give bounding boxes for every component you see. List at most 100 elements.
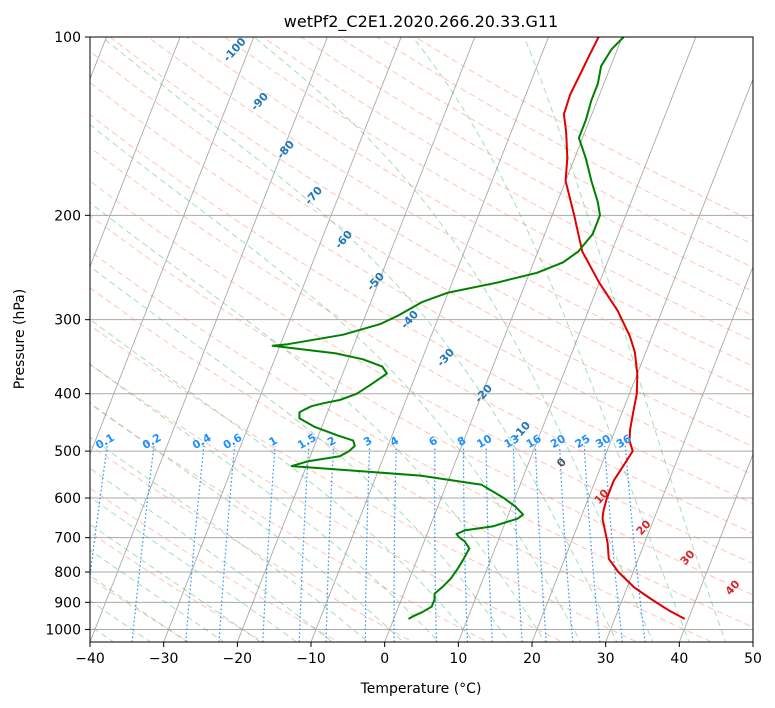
mixing-ratio-labels: 0.1 0.2 0.4 0.6 1 1.5 2 3 4 6 8 10 13 16 20 25 30 36 xyxy=(93,431,634,452)
moist-adiabat-lines xyxy=(90,37,727,642)
isotherm-line xyxy=(531,77,753,642)
moist-adiabat-line xyxy=(90,202,546,642)
moist-adiabat-line xyxy=(90,496,298,642)
dry-adiabat-lines xyxy=(90,37,753,642)
moist-adiabat-line xyxy=(90,523,262,642)
mixing-ratio-line xyxy=(364,445,371,642)
isotherm-lines xyxy=(90,37,753,642)
isotherm-label: -40 xyxy=(398,308,421,332)
y-tick-label: 100 xyxy=(54,30,81,46)
isotherm-label: -50 xyxy=(364,270,387,294)
dry-adiabat-line xyxy=(109,37,753,420)
mixing-ratio-line xyxy=(393,445,397,642)
dry-adiabat-line xyxy=(90,324,639,642)
plot-frame xyxy=(89,36,754,643)
x-tick-label: 20 xyxy=(523,651,541,667)
isotherm-label: -90 xyxy=(248,90,271,114)
mixing-ratio-label: 4 xyxy=(388,434,401,449)
plot-area: -100-90-80-70-60-50-40-30-20-10010203040… xyxy=(90,37,753,642)
mixing-ratio-label: 10 xyxy=(475,432,495,451)
mixing-ratio-line xyxy=(583,445,601,642)
isotherm-line xyxy=(384,37,623,642)
isotherm-label: 0 xyxy=(554,455,569,470)
mixing-ratio-line xyxy=(185,445,205,642)
y-tick-label: 600 xyxy=(54,491,81,507)
x-tick-label: −30 xyxy=(149,651,179,667)
mixing-ratio-label: 20 xyxy=(548,432,568,451)
dry-adiabat-line xyxy=(90,531,265,642)
mixing-ratio-label: 2 xyxy=(325,434,338,449)
x-tick-label: −10 xyxy=(296,651,326,667)
y-tick-label: 700 xyxy=(54,531,81,547)
y-axis-ticks: 100 200 300 400 500 600 700 800 900 1000 xyxy=(45,30,90,638)
y-tick-label: 1000 xyxy=(45,622,81,638)
mixing-ratio-label: 1.5 xyxy=(295,431,318,452)
x-tick-label: −20 xyxy=(223,651,253,667)
profile-series xyxy=(271,37,686,620)
mixing-ratio-line xyxy=(485,445,493,642)
y-tick-label: 800 xyxy=(54,565,81,581)
isotherm-line xyxy=(163,37,402,642)
dry-adiabat-line xyxy=(300,37,753,292)
isotherm-line xyxy=(90,37,328,642)
isotherm-label: -80 xyxy=(274,138,297,162)
isotherm-line xyxy=(236,37,476,642)
mixing-ratio-line xyxy=(624,445,646,642)
x-tick-label: 0 xyxy=(380,651,389,667)
isotherm-label: -30 xyxy=(434,346,457,370)
moist-adiabat-line xyxy=(253,37,654,642)
mixing-ratio-label: 16 xyxy=(524,432,544,451)
mixing-ratio-label: 0.6 xyxy=(221,431,245,452)
dry-adiabat-line xyxy=(90,250,753,628)
moist-adiabat-line xyxy=(90,575,189,642)
chart-title: wetPf2_C2E1.2020.266.20.33.G11 xyxy=(284,12,558,32)
isotherm-label: 10 xyxy=(592,486,612,506)
dry-adiabat-line xyxy=(147,37,753,393)
dry-adiabat-line xyxy=(90,215,753,596)
dry-adiabat-line xyxy=(223,37,753,342)
mixing-ratio-label: 0.4 xyxy=(190,431,214,452)
moist-adiabat-line xyxy=(90,402,404,642)
mixing-ratio-line xyxy=(512,445,523,642)
isotherm-line xyxy=(90,37,255,456)
dry-adiabat-line xyxy=(90,180,753,565)
mixing-ratio-line xyxy=(131,445,155,642)
mixing-ratio-label: 25 xyxy=(573,432,593,451)
mixing-ratio-label: 0.2 xyxy=(140,431,163,452)
mixing-ratio-line xyxy=(262,445,276,642)
isotherm-line xyxy=(90,37,181,268)
dry-adiabat-line xyxy=(90,114,753,505)
moist-adiabat-line xyxy=(90,265,511,642)
mixing-ratio-line xyxy=(218,445,236,642)
dry-adiabat-line xyxy=(90,146,753,534)
x-tick-label: 40 xyxy=(670,651,688,667)
mixing-ratio-line xyxy=(559,445,574,642)
mixing-ratio-label: 0.1 xyxy=(93,431,116,452)
isotherm-label: -70 xyxy=(302,184,325,208)
moist-adiabat-line xyxy=(90,124,582,642)
dry-adiabat-line xyxy=(90,577,190,642)
x-axis-label: Temperature (°C) xyxy=(360,681,482,697)
y-axis-label: Pressure (hPa) xyxy=(12,289,28,389)
isotherm-label: 40 xyxy=(723,577,743,597)
dry-adiabat-line xyxy=(261,37,753,317)
mixing-ratio-label: 6 xyxy=(427,434,440,449)
mixing-ratio-line xyxy=(434,445,438,642)
x-tick-label: 50 xyxy=(744,651,762,667)
y-tick-label: 200 xyxy=(54,208,81,224)
mixing-ratio-line xyxy=(298,445,310,642)
y-tick-label: 900 xyxy=(54,595,81,611)
moist-adiabat-line xyxy=(90,467,333,642)
x-tick-label: 10 xyxy=(449,651,467,667)
dry-adiabat-line xyxy=(338,37,753,269)
y-tick-label: 500 xyxy=(54,444,81,460)
dewpoint-profile-line xyxy=(271,37,625,620)
y-tick-label: 300 xyxy=(54,313,81,329)
mixing-ratio-label: 1 xyxy=(267,434,280,449)
isotherm-label: -60 xyxy=(332,228,355,252)
moist-adiabat-line xyxy=(90,436,369,642)
mixing-ratio-line xyxy=(325,445,335,642)
isotherm-line xyxy=(457,37,697,642)
